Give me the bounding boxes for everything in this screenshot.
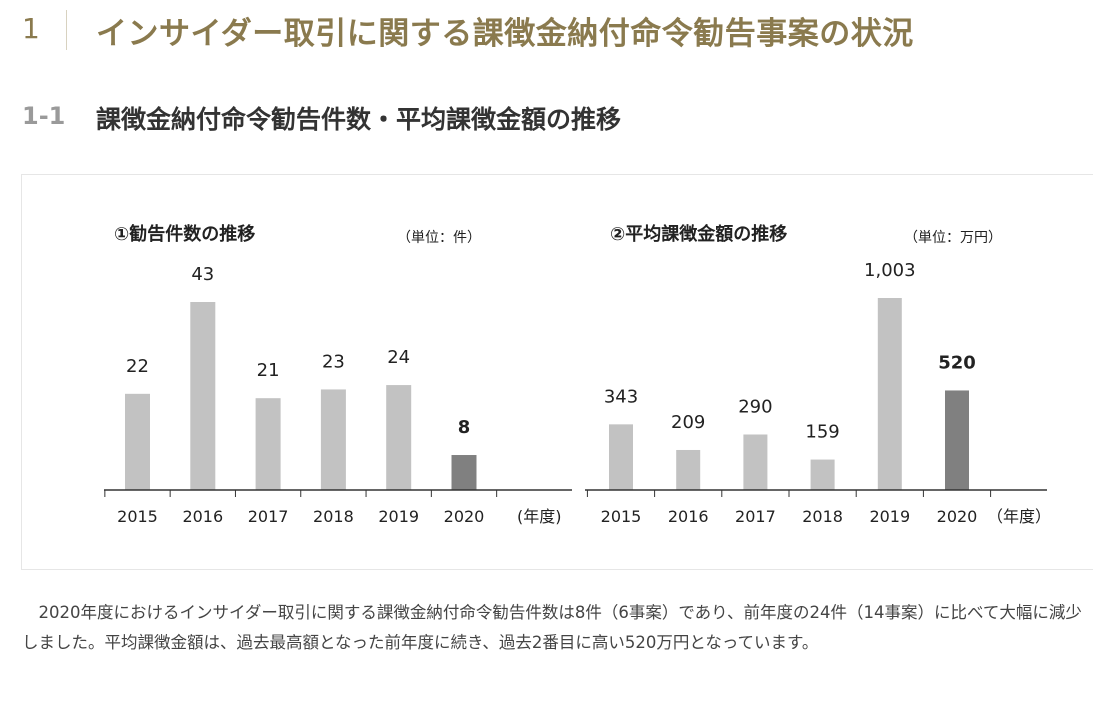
x-tick-label: 2015 [601,507,642,526]
subsection-heading: 1-1 課徴金納付命令勧告件数・平均課徴金額の推移 [0,98,1093,138]
data-label: 343 [604,386,638,407]
x-axis-unit-label: (年度) [517,507,562,526]
bar-2015 [125,393,150,490]
bar-2016 [676,449,701,490]
data-label: 8 [458,417,471,438]
data-label: 24 [387,347,410,368]
data-label: 159 [805,422,839,443]
body-text: 2020年度におけるインサイダー取引に関する課徴金納付命令勧告件数は8件（6事案… [22,603,1082,652]
data-label: 290 [738,396,772,417]
x-tick-label: 2020 [444,507,485,526]
charts-svg: ①勧告件数の推移 （単位：件） 22 2015 43 2016 21 2017 23 2018 24… [104,223,1051,526]
chart-title: ①勧告件数の推移 [114,223,255,245]
x-tick-label: 2017 [248,507,289,526]
bar-2017 [255,398,281,490]
bar-2018 [810,459,835,490]
chart-panel: ①勧告件数の推移 （単位：件） 22 2015 43 2016 21 2017 23 2018 24… [21,174,1093,570]
chart-unit-label: （単位：万円） [904,230,1002,246]
body-paragraph: 2020年度におけるインサイダー取引に関する課徴金納付命令勧告件数は8件（6事案… [22,598,1082,657]
bar-2020 [451,455,477,490]
section-heading: 1 インサイダー取引に関する課徴金納付命令勧告事案の状況 [0,0,1093,58]
data-label: 520 [938,352,976,373]
x-tick-label: 2019 [869,507,910,526]
x-tick-label: 2016 [668,507,709,526]
bar-2015 [609,424,633,490]
chart-unit-label: （単位：件） [397,230,481,246]
data-label: 21 [257,360,280,381]
bar-2017 [743,434,768,490]
chart-title: ②平均課徴金額の推移 [610,223,787,245]
data-label: 1,003 [864,260,916,281]
section-number: 1 [22,12,40,45]
x-tick-label: 2020 [937,507,978,526]
x-tick-label: 2018 [802,507,843,526]
x-tick-label: 2015 [117,507,158,526]
x-tick-label: 2017 [735,507,776,526]
x-tick-label: 2018 [313,507,354,526]
heading-divider [66,10,67,50]
x-tick-label: 2016 [182,507,223,526]
bar-2016 [190,302,216,490]
subsection-number: 1-1 [22,102,66,130]
section-title: インサイダー取引に関する課徴金納付命令勧告事案の状況 [96,16,914,52]
bar-2019 [877,298,902,490]
data-label: 43 [191,264,214,285]
bar-2018 [320,389,346,490]
data-label: 23 [322,351,345,372]
x-axis-unit-label: （年度） [987,507,1051,526]
data-label: 22 [126,356,149,377]
x-tick-label: 2019 [378,507,419,526]
bar-2020 [945,390,969,490]
bar-2019 [386,385,412,490]
data-label: 209 [671,412,705,433]
subsection-title: 課徴金納付命令勧告件数・平均課徴金額の推移 [96,105,622,134]
